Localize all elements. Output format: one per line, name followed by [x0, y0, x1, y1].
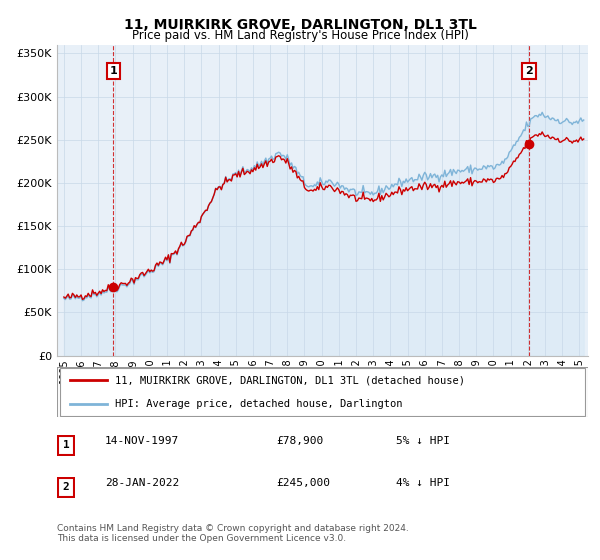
FancyBboxPatch shape	[58, 436, 74, 455]
Text: 1: 1	[63, 440, 70, 450]
Text: 11, MUIRKIRK GROVE, DARLINGTON, DL1 3TL (detached house): 11, MUIRKIRK GROVE, DARLINGTON, DL1 3TL …	[115, 375, 466, 385]
Text: Contains HM Land Registry data © Crown copyright and database right 2024.
This d: Contains HM Land Registry data © Crown c…	[57, 524, 409, 543]
Text: 2: 2	[63, 482, 70, 492]
FancyBboxPatch shape	[58, 478, 74, 497]
Text: Price paid vs. HM Land Registry's House Price Index (HPI): Price paid vs. HM Land Registry's House …	[131, 29, 469, 42]
Text: 11, MUIRKIRK GROVE, DARLINGTON, DL1 3TL: 11, MUIRKIRK GROVE, DARLINGTON, DL1 3TL	[124, 18, 476, 32]
Text: 14-NOV-1997: 14-NOV-1997	[105, 436, 179, 446]
Text: HPI: Average price, detached house, Darlington: HPI: Average price, detached house, Darl…	[115, 399, 403, 409]
Text: 4% ↓ HPI: 4% ↓ HPI	[396, 478, 450, 488]
Text: 1: 1	[109, 66, 117, 76]
Text: £78,900: £78,900	[276, 436, 323, 446]
Text: 28-JAN-2022: 28-JAN-2022	[105, 478, 179, 488]
Text: 2: 2	[525, 66, 533, 76]
Text: £245,000: £245,000	[276, 478, 330, 488]
Text: 5% ↓ HPI: 5% ↓ HPI	[396, 436, 450, 446]
FancyBboxPatch shape	[59, 368, 586, 416]
